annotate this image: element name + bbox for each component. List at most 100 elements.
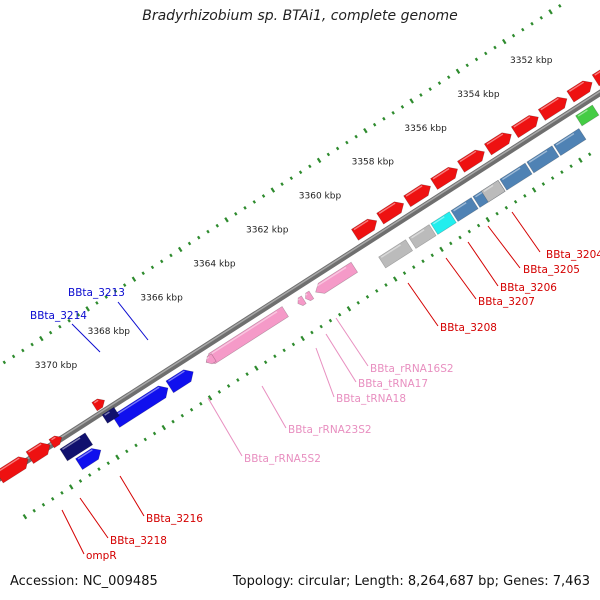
green-gene xyxy=(575,104,600,127)
kbp-tick-label: 3368 kbp xyxy=(88,327,131,337)
kbp-tick-label: 3364 kbp xyxy=(193,259,236,269)
gene-label: BBta_tRNA18 xyxy=(336,393,406,405)
tick-mark xyxy=(328,318,333,323)
kbp-tick-label: 3354 kbp xyxy=(457,90,500,100)
steel-gene xyxy=(450,197,479,222)
genome-title: Bradyrhizobium sp. BTAi1, complete genom… xyxy=(142,8,458,24)
feature-highlight xyxy=(411,229,425,239)
navy-gene-3216 xyxy=(101,406,120,424)
feature-shape xyxy=(483,132,512,156)
tick-mark xyxy=(372,122,377,127)
tick-mark xyxy=(270,187,276,193)
kbp-tick-label: 3360 kbp xyxy=(299,192,342,202)
tick-mark xyxy=(484,51,488,56)
tick-mark xyxy=(254,365,259,371)
blue-gene-lower xyxy=(75,448,102,471)
feature-tracks xyxy=(0,69,600,484)
feature-highlight xyxy=(528,150,548,163)
feature-highlight xyxy=(205,311,278,359)
feature-shape xyxy=(350,218,378,241)
kbp-tick-label: 3356 kbp xyxy=(404,124,447,134)
tick-mark xyxy=(85,306,90,312)
tick-mark xyxy=(365,295,370,299)
tick-mark xyxy=(197,235,201,240)
backbone-line xyxy=(0,89,600,482)
gene-label: BBta_3206 xyxy=(500,282,557,294)
tick-mark xyxy=(356,300,360,305)
tick-mark xyxy=(50,496,55,501)
tick-mark xyxy=(206,229,210,234)
tick-mark xyxy=(354,134,358,139)
feature-shape xyxy=(403,184,431,208)
feature-shape xyxy=(537,96,568,121)
tick-mark xyxy=(68,484,74,490)
tick-mark xyxy=(143,437,148,442)
tick-mark xyxy=(548,9,553,15)
red-gene-left xyxy=(0,456,29,484)
steel-gene xyxy=(499,162,533,191)
gray-gene xyxy=(480,179,506,203)
feature-shape xyxy=(111,385,169,428)
tick-row-lower xyxy=(22,152,592,520)
feature-highlight xyxy=(405,185,423,197)
tick-mark xyxy=(446,75,451,80)
tick-mark xyxy=(458,235,462,240)
tick-mark xyxy=(207,395,213,401)
tick-mark xyxy=(30,342,34,347)
leader-line xyxy=(325,333,357,383)
tick-mark xyxy=(541,182,546,186)
feature-shape xyxy=(205,353,217,365)
feature-highlight xyxy=(453,202,467,212)
feature-highlight xyxy=(114,386,160,417)
feature-shape xyxy=(480,179,506,203)
feature-highlight xyxy=(577,109,588,117)
tick-mark xyxy=(421,259,425,264)
feature-shape xyxy=(408,224,437,249)
red-gene-forward xyxy=(566,80,593,103)
accession-text: Accession: NC_009485 xyxy=(10,574,158,589)
feature-shape xyxy=(376,201,405,225)
leader-line xyxy=(207,397,243,457)
tick-mark xyxy=(245,372,249,376)
tick-mark xyxy=(48,330,53,335)
tick-mark xyxy=(523,194,527,198)
feature-shape xyxy=(566,80,593,103)
tick-mark xyxy=(32,508,36,513)
gene-labels: BBta_3213 BBta_3214 BBta_3204 BBta_3205 BBta… xyxy=(30,249,600,562)
blue-gene-3213 xyxy=(111,385,169,428)
tick-mark xyxy=(180,413,185,418)
tick-mark xyxy=(335,146,340,151)
leader-line xyxy=(119,475,145,517)
feature-shape xyxy=(450,197,479,222)
feature-shape xyxy=(75,448,102,471)
gene-label: BBta_tRNA17 xyxy=(358,378,428,390)
tick-mark xyxy=(430,253,435,258)
red-gene-forward xyxy=(510,115,539,139)
pink-tRNA18 xyxy=(297,295,307,306)
tick-mark xyxy=(289,176,294,181)
tick-mark xyxy=(263,360,268,365)
tick-mark xyxy=(58,324,62,329)
tick-mark xyxy=(316,157,322,164)
tick-mark xyxy=(501,38,507,45)
steel-gene xyxy=(526,145,560,174)
tick-mark xyxy=(550,176,555,180)
tick-mark xyxy=(513,199,518,204)
tick-mark xyxy=(177,246,183,253)
feature-shape xyxy=(59,432,94,462)
tick-mark xyxy=(428,87,432,91)
feature-shape xyxy=(48,435,63,449)
tick-mark xyxy=(531,187,537,193)
tick-mark xyxy=(134,443,138,448)
leader-line xyxy=(79,497,109,539)
tick-mark xyxy=(106,461,110,466)
feature-highlight xyxy=(568,81,585,92)
feature-highlight xyxy=(205,356,210,360)
scale-track: 3352 kbp 3354 kbp 3356 kbp 3358 kbp 3360 kbp… xyxy=(2,4,592,520)
feature-highlight xyxy=(168,370,185,382)
feature-highlight xyxy=(378,202,396,215)
label-leaders xyxy=(61,211,541,555)
tick-mark xyxy=(141,271,145,276)
tick-mark xyxy=(374,289,379,293)
feature-shape xyxy=(430,166,458,190)
